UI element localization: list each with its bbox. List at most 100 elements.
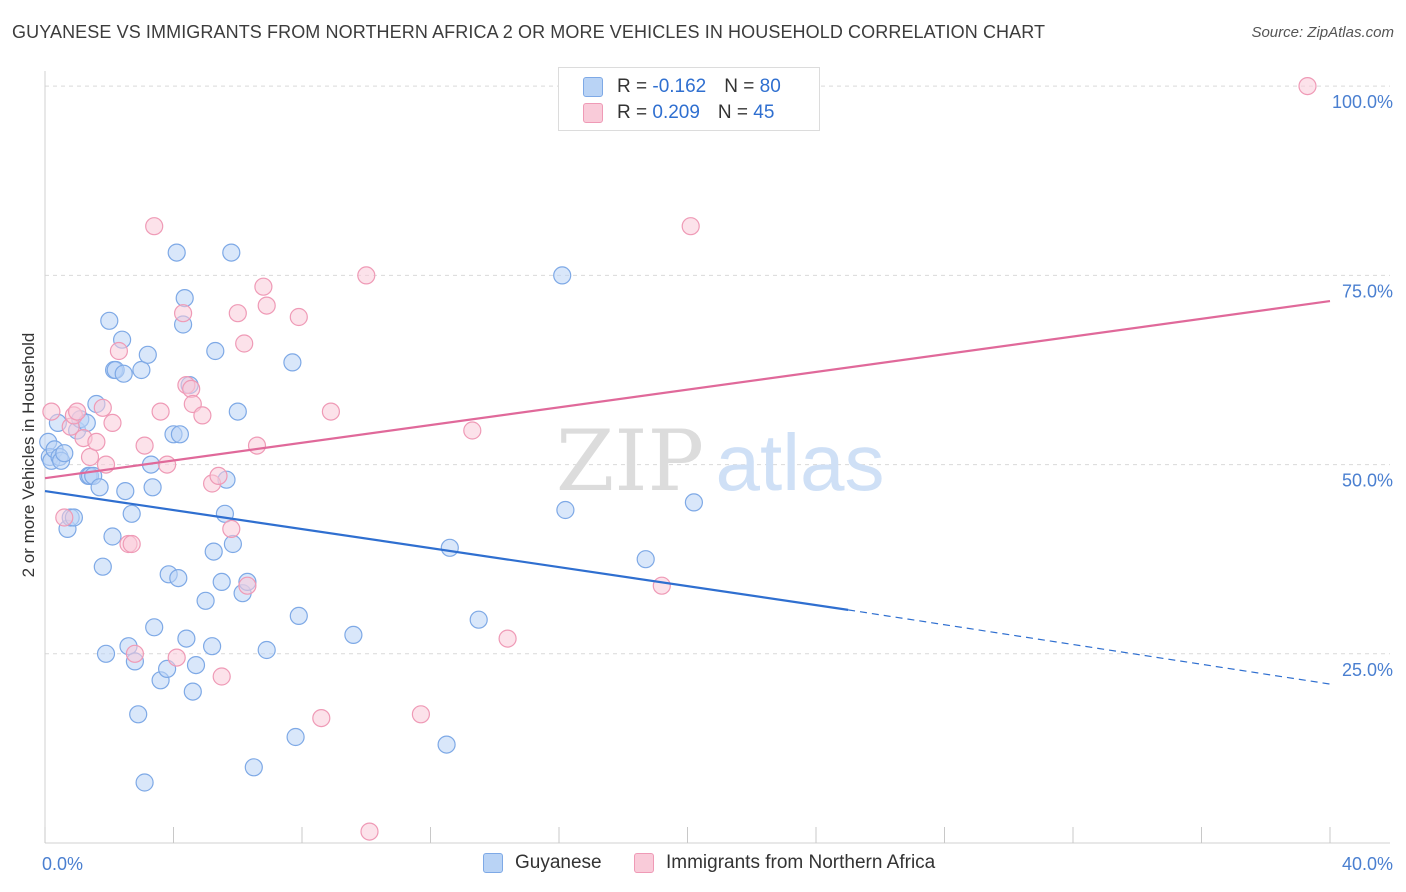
northern-africa-point [182, 379, 201, 398]
legend-n-label: N = [717, 102, 754, 123]
guyanese-point [206, 341, 225, 361]
guyanese-point [636, 550, 655, 569]
guyanese-point [186, 655, 206, 675]
northern-africa-point [193, 406, 212, 425]
northern-africa-point [228, 304, 247, 323]
northern-africa-point [681, 217, 700, 236]
y-tick-label: 75.0% [1342, 281, 1393, 301]
watermark-atlas: atlas [716, 418, 885, 507]
guyanese-point [215, 504, 234, 523]
northern-africa-point [158, 455, 177, 474]
series-legend: Guyanese Immigrants from Northern Africa [0, 852, 1406, 878]
guyanese-point [143, 478, 162, 497]
guyanese-point [96, 644, 116, 663]
guyanese-point [553, 266, 572, 285]
y-tick-labels: 25.0% 50.0% 75.0% 100.0% [1332, 92, 1393, 680]
chart-title: GUYANESE VS IMMIGRANTS FROM NORTHERN AFR… [12, 22, 1046, 42]
guyanese-point [222, 243, 241, 262]
legend-swatch-blue [583, 77, 603, 97]
northern-africa-point [87, 432, 106, 451]
guyanese-point [132, 360, 151, 380]
y-tick-label: 100.0% [1332, 92, 1393, 112]
northern-africa-point [360, 822, 379, 841]
y-tick-label: 50.0% [1342, 471, 1393, 491]
northern-africa-point [151, 402, 170, 421]
legend-label-northern-africa: Immigrants from Northern Africa [666, 852, 936, 873]
northern-africa-point [80, 447, 100, 467]
legend-swatch-pink [634, 853, 654, 873]
guyanese-point [228, 402, 247, 421]
x-tick-label-min: 0.0% [42, 854, 83, 874]
northern-africa-point [167, 648, 186, 667]
northern-africa-point [357, 266, 376, 285]
guyanese-point [257, 640, 276, 660]
northern-africa-point [289, 307, 308, 327]
northern-africa-point [125, 644, 144, 663]
correlation-legend: R = -0.162 N = 80 R = 0.209 N = 45 [558, 67, 820, 131]
northern-africa-point [222, 519, 241, 539]
grid-lines [45, 85, 1390, 655]
northern-africa-point [67, 402, 87, 421]
northern-africa-point [238, 576, 257, 595]
guyanese-points [39, 243, 704, 792]
legend-item-northern-africa: Immigrants from Northern Africa [634, 852, 935, 874]
northern-africa-point [212, 667, 231, 686]
guyanese-point [145, 618, 164, 637]
guyanese-point [440, 538, 459, 557]
guyanese-point [437, 735, 456, 754]
northern-africa-trend-line [44, 299, 1331, 480]
watermark: ZIP atlas [556, 412, 885, 510]
northern-africa-point [235, 334, 254, 353]
guyanese-point [469, 610, 488, 629]
legend-label-guyanese: Guyanese [515, 852, 602, 873]
x-tick-labels: 0.0% 40.0% [42, 854, 1393, 874]
northern-africa-point [55, 508, 74, 527]
guyanese-point [114, 364, 133, 383]
guyanese-point [203, 637, 222, 656]
northern-africa-point [93, 398, 112, 417]
northern-africa-point [109, 341, 129, 361]
northern-africa-point [498, 629, 517, 648]
northern-africa-point [257, 296, 276, 315]
guyanese-point [100, 311, 119, 330]
northern-africa-point [247, 436, 267, 455]
northern-africa-point [254, 277, 273, 296]
northern-africa-point [312, 708, 331, 728]
guyanese-point [556, 500, 575, 520]
guyanese-point [286, 727, 305, 747]
source-label: Source: ZipAtlas.com [1251, 24, 1394, 41]
x-tick-label-max: 40.0% [1342, 854, 1393, 874]
guyanese-point [90, 478, 109, 497]
watermark-zip: ZIP [556, 412, 704, 510]
northern-africa-point [1298, 76, 1317, 96]
northern-africa-point [209, 466, 228, 485]
guyanese-point [138, 345, 157, 364]
guyanese-point [170, 425, 189, 444]
trend-lines [44, 299, 1331, 685]
legend-swatch-blue [483, 853, 503, 873]
northern-africa-point [145, 217, 164, 236]
guyanese-point [93, 557, 112, 576]
northern-africa-point [103, 413, 122, 432]
northern-africa-point [122, 534, 141, 554]
legend-row-northern-africa: R = 0.209 N = 45 [583, 101, 774, 125]
y-tick-label: 25.0% [1342, 660, 1393, 680]
guyanese-point [183, 682, 202, 701]
legend-swatch-pink [583, 103, 603, 123]
guyanese-point [122, 504, 141, 523]
guyanese-point [116, 482, 135, 501]
guyanese-point [55, 444, 74, 463]
guyanese-point [289, 606, 308, 626]
y-axis-label: 2 or more Vehicles in Household [19, 333, 38, 578]
guyanese-point [103, 527, 122, 546]
guyanese-point [212, 572, 231, 592]
legend-item-guyanese: Guyanese [483, 852, 602, 874]
guyanese-point [684, 493, 704, 512]
northern-africa-point [463, 421, 482, 440]
guyanese-point [344, 625, 363, 645]
northern-africa-point [652, 576, 671, 595]
legend-r-label: R = [617, 76, 653, 97]
guyanese-point [129, 705, 148, 724]
guyanese-point [283, 353, 302, 372]
